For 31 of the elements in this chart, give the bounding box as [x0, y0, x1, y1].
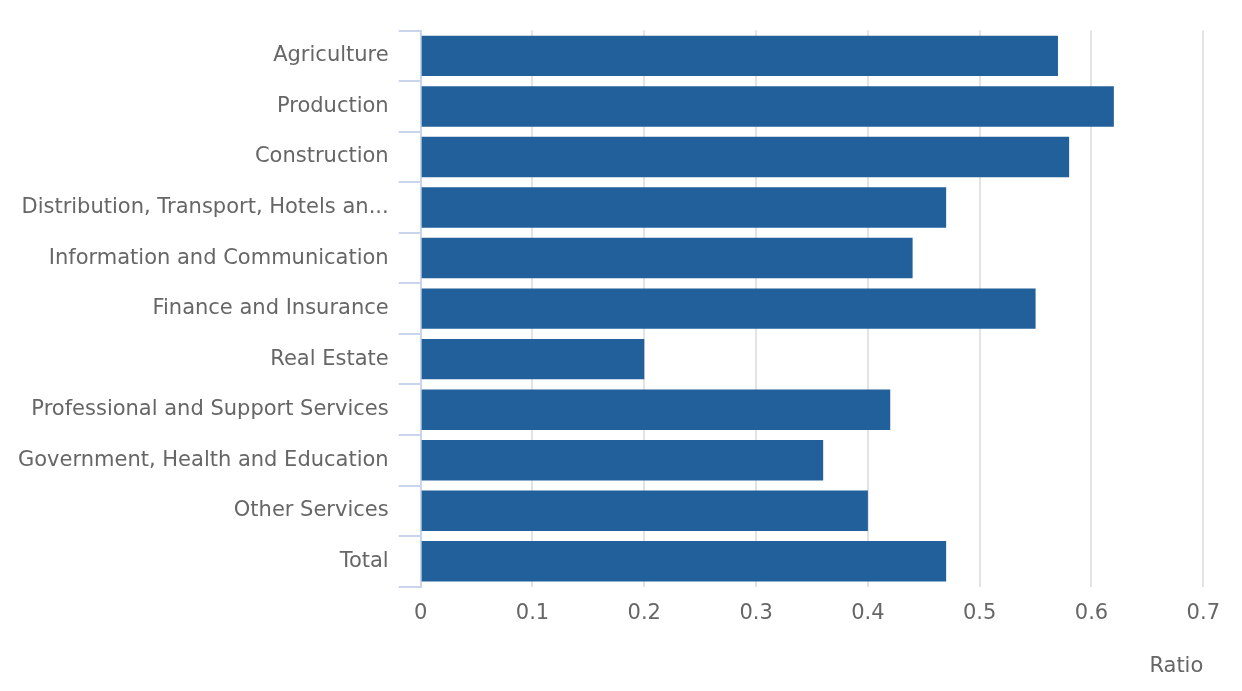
bar	[421, 136, 1070, 178]
x-tick-label: 0.6	[1074, 599, 1109, 624]
y-tick-label: Professional and Support Services	[31, 396, 389, 421]
y-tick-label: Other Services	[233, 497, 389, 522]
y-tick-label: Production	[276, 92, 389, 117]
x-tick-label: 0.1	[515, 599, 550, 624]
bar	[421, 389, 891, 430]
y-tick-label: Construction	[254, 143, 389, 168]
y-tick-label: Distribution, Transport, Hotels an...	[21, 193, 389, 218]
bar	[421, 35, 1058, 77]
y-tick-label: Real Estate	[270, 345, 389, 370]
y-tick-label: Agriculture	[273, 42, 389, 67]
x-tick-label: 0.2	[627, 599, 661, 624]
y-tick-label: Total	[338, 547, 389, 572]
bar	[421, 440, 824, 481]
x-tick-label: 0.4	[851, 599, 885, 624]
y-tick-label: Information and Communication	[48, 244, 389, 269]
bar	[421, 288, 1036, 329]
bar	[421, 86, 1114, 127]
x-axis-title: Ratio	[1149, 652, 1204, 677]
x-tick-label: 0.7	[1186, 599, 1220, 624]
bar	[421, 187, 947, 228]
bar	[421, 541, 947, 582]
x-tick-label: 0.5	[962, 599, 997, 624]
bar	[421, 338, 645, 380]
y-tick-label: Government, Health and Education	[17, 446, 389, 471]
bar	[421, 490, 868, 531]
bar	[421, 237, 913, 279]
x-tick-label: 0	[413, 599, 428, 624]
y-tick-label: Finance and Insurance	[152, 295, 389, 320]
x-tick-label: 0.3	[739, 599, 773, 624]
